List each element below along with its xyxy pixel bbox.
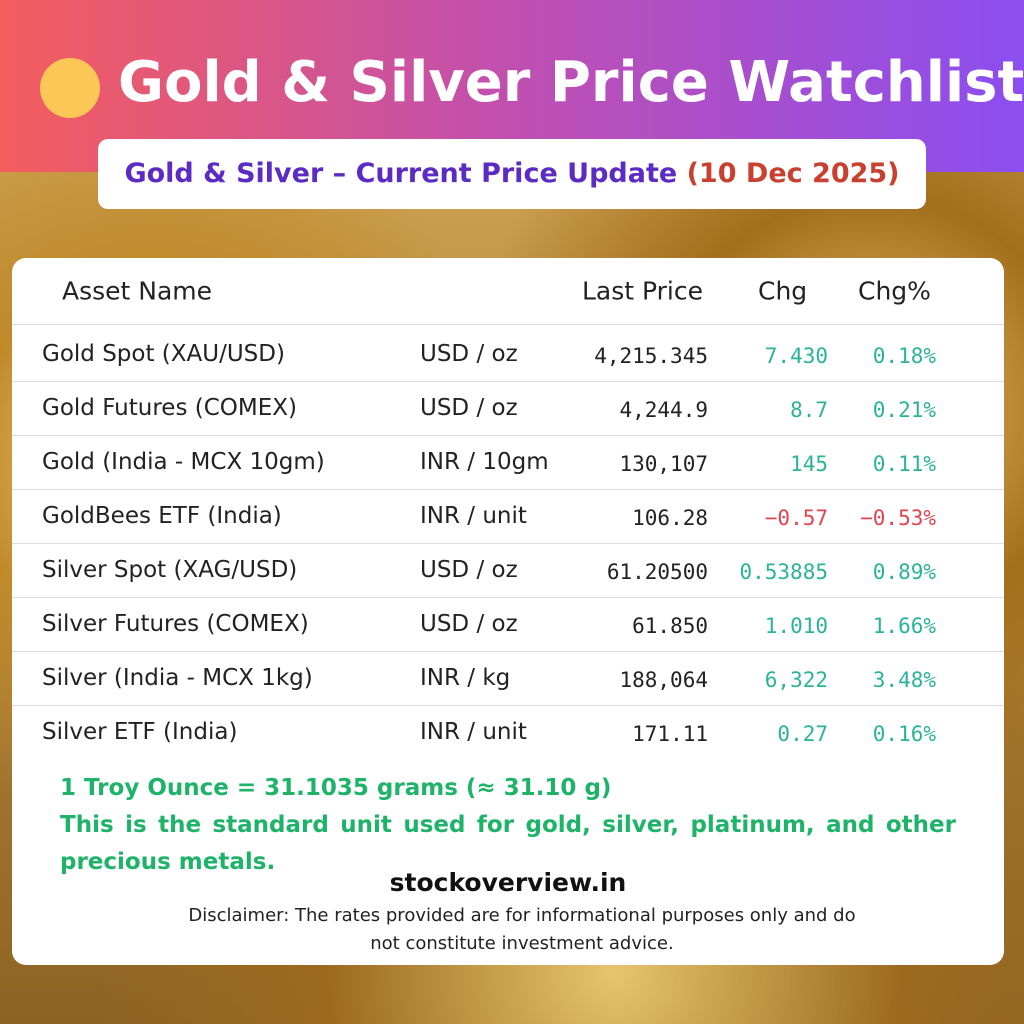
column-header: Last Price: [582, 276, 704, 306]
unit: INR / unit: [420, 503, 527, 529]
table-card: Asset Name Last Price Chg Chg% Gold Spot…: [12, 258, 1004, 965]
change-percent: 0.18%: [872, 344, 936, 368]
row-separator: [12, 435, 1004, 436]
asset-name: Gold Futures (COMEX): [42, 395, 297, 421]
row-separator: [12, 489, 1004, 490]
last-price: 4,244.9: [619, 398, 708, 422]
change-percent: 0.21%: [872, 398, 936, 422]
last-price: 130,107: [619, 452, 708, 476]
column-header: Chg: [758, 276, 808, 306]
asset-name: Silver Futures (COMEX): [42, 611, 309, 637]
change: 0.53885: [739, 560, 828, 584]
unit: USD / oz: [420, 395, 518, 421]
change: 7.430: [764, 344, 828, 368]
title: Gold & Silver Price Watchlist: [118, 50, 1024, 115]
last-price: 4,215.345: [594, 344, 708, 368]
change-percent: 1.66%: [872, 614, 936, 638]
site-name: stockoverview.in: [389, 868, 627, 897]
row-separator: [12, 381, 1004, 382]
change-percent: 3.48%: [872, 668, 936, 692]
unit: USD / oz: [420, 611, 518, 637]
change: 6,322: [764, 668, 828, 692]
date: (10 Dec 2025): [686, 158, 900, 189]
last-price: 106.28: [632, 506, 708, 530]
unit: USD / oz: [420, 557, 518, 583]
gold-dot: [40, 58, 100, 118]
change: 8.7: [790, 398, 828, 422]
change: −0.57: [764, 506, 828, 530]
unit: USD / oz: [420, 341, 518, 367]
last-price: 171.11: [632, 722, 708, 746]
asset-name: Silver (India - MCX 1kg): [42, 665, 313, 691]
disclaimer: Disclaimer: The rates provided are for i…: [188, 905, 856, 954]
last-price: 61.20500: [606, 560, 708, 584]
notes: 1 Troy Ounce = 31.1035 grams (≈ 31.10 g)…: [60, 770, 956, 881]
asset-name: Silver ETF (India): [42, 719, 238, 745]
last-price: 61.850: [632, 614, 708, 638]
change-percent: −0.53%: [860, 506, 936, 530]
subtitle-box: Gold & Silver – Current Price Update (10…: [98, 139, 926, 209]
column-header: Chg%: [858, 276, 931, 306]
asset-name: Gold Spot (XAU/USD): [42, 341, 285, 367]
unit: INR / unit: [420, 719, 527, 745]
change: 145: [790, 452, 828, 476]
change: 0.27: [777, 722, 828, 746]
column-header: Asset Name: [62, 276, 213, 306]
conversion-note: 1 Troy Ounce = 31.1035 grams (≈ 31.10 g): [60, 775, 612, 801]
unit: INR / kg: [420, 665, 511, 691]
last-price: 188,064: [619, 668, 708, 692]
asset-name: GoldBees ETF (India): [42, 503, 282, 529]
description-note: This is the standard unit used for gold,…: [60, 812, 956, 875]
subtitle: Gold & Silver – Current Price Update: [124, 158, 678, 189]
row-separator: [12, 324, 1004, 325]
asset-name: Gold (India - MCX 10gm): [42, 449, 325, 475]
asset-name: Silver Spot (XAG/USD): [42, 557, 298, 583]
change-percent: 0.16%: [872, 722, 936, 746]
change-percent: 0.11%: [872, 452, 936, 476]
unit: INR / 10gm: [420, 449, 549, 475]
row-separator: [12, 543, 1004, 544]
change-percent: 0.89%: [872, 560, 936, 584]
row-separator: [12, 597, 1004, 598]
row-separator: [12, 705, 1004, 706]
change: 1.010: [764, 614, 828, 638]
row-separator: [12, 651, 1004, 652]
